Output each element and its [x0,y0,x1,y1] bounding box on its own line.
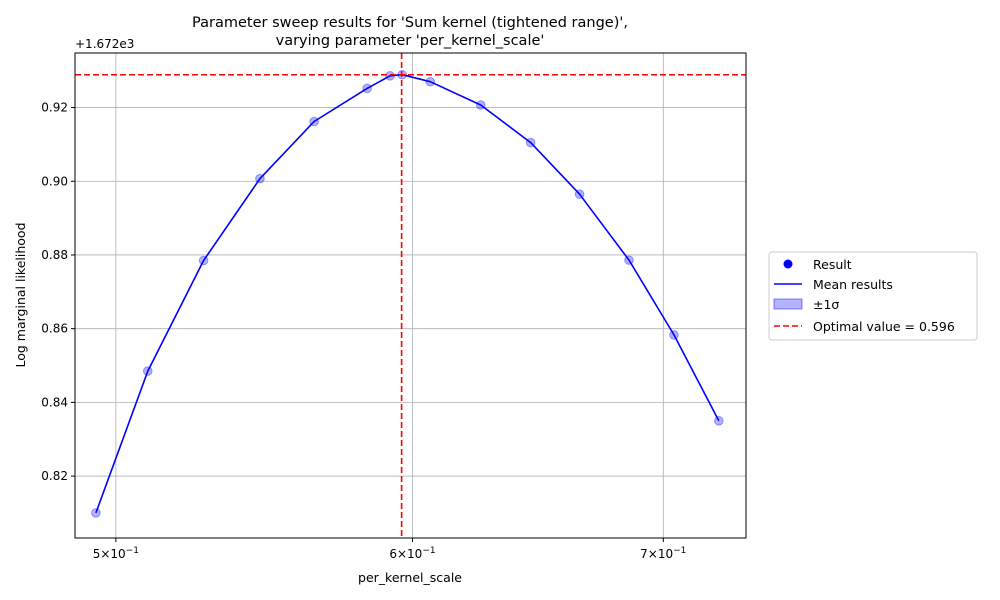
x-tick-label: 6×10−1 [389,546,435,561]
y-tick-label: 0.84 [41,395,68,409]
y-offset-label: +1.672e3 [75,37,134,51]
x-tick-label-exp: −1 [126,546,139,556]
result-point [91,508,101,518]
result-point [574,189,585,199]
result-point [624,255,634,265]
ticks: 5×10−1 6×10−1 7×10−10.820.840.860.880.900.… [41,101,686,561]
legend: Result Mean results ±1σ Optimal value = … [768,251,978,341]
result-point [255,173,265,184]
x-tick-label-base: 5×10 [93,547,126,561]
legend-marker-result [783,259,793,269]
result-point [198,255,209,266]
y-axis-label: Log marginal likelihood [13,222,28,367]
legend-box [768,251,978,341]
result-point [142,366,153,376]
x-tick-label-base: 6×10 [389,547,422,561]
plot-frame [74,52,747,539]
legend-label-optimal: Optimal value = 0.596 [813,319,955,334]
x-axis-label: per_kernel_scale [358,570,462,585]
y-tick-label: 0.92 [41,101,68,115]
y-tick-label: 0.82 [41,469,68,483]
result-point [362,83,372,94]
x-tick-label: 5×10−1 [93,546,139,561]
result-point [475,100,486,110]
legend-label-mean: Mean results [813,277,893,292]
result-point [669,330,679,340]
chart-title-line-2: varying parameter 'per_kernel_scale' [276,33,545,49]
optimal-lines [75,53,746,538]
result-point [525,137,536,148]
result-point [425,76,436,87]
result-point [385,71,395,81]
result-point [714,416,724,426]
y-tick-label: 0.86 [41,322,68,336]
x-tick-label-exp: −1 [422,546,435,556]
chart-title-line-1: Parameter sweep results for 'Sum kernel … [192,15,628,31]
result-point [309,116,319,127]
x-tick-label-base: 7×10 [640,547,673,561]
series [91,69,724,518]
legend-label-band: ±1σ [813,297,839,312]
grid [75,53,746,538]
y-tick-label: 0.88 [41,248,68,262]
x-tick-label-exp: −1 [673,546,686,556]
x-tick-label: 7×10−1 [640,546,686,561]
y-tick-label: 0.90 [41,174,68,188]
mean-results-line [95,73,720,514]
legend-marker-band [773,298,803,310]
legend-label-result: Result [813,257,852,272]
